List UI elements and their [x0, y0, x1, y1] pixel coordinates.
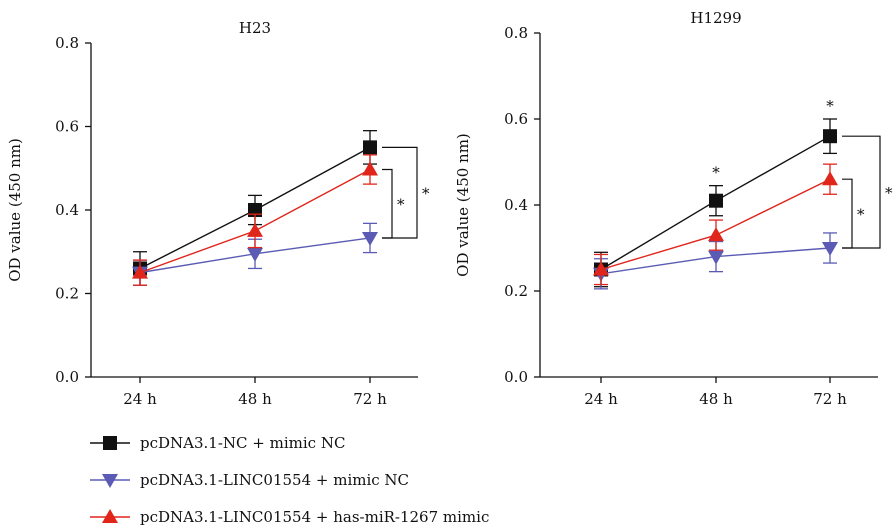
- legend-marker: [103, 436, 117, 450]
- legend: pcDNA3.1-NC + mimic NC pcDNA3.1-LINC01554…: [90, 434, 489, 526]
- x-tick-label: 24 h: [123, 390, 157, 408]
- significance-star: *: [826, 97, 834, 115]
- legend-item: pcDNA3.1-LINC01554 + has-miR-1267 mimic: [90, 508, 489, 526]
- y-tick-label: 0.8: [504, 24, 528, 42]
- data-point: [822, 242, 838, 256]
- legend-label: pcDNA3.1-NC + mimic NC: [140, 434, 345, 452]
- bracket-star: *: [422, 185, 430, 203]
- y-axis-label: OD value (450 nm): [6, 138, 24, 282]
- significance-bracket: [842, 135, 881, 249]
- x-tick-label: 72 h: [353, 390, 387, 408]
- data-point: [823, 129, 837, 144]
- data-point: [247, 222, 263, 237]
- data-point: [362, 161, 378, 176]
- bracket-star: *: [397, 196, 405, 214]
- significance-bracket: [842, 178, 853, 249]
- data-point: [362, 231, 378, 246]
- legend-marker: [102, 509, 118, 523]
- data-point: [822, 171, 838, 186]
- data-point: [132, 264, 148, 279]
- chart-panel-h1299: H1299 OD value (450 nm) 0.0 0.2 0.4 0.6 0.8 24 …: [454, 9, 893, 408]
- legend-label: pcDNA3.1-LINC01554 + has-miR-1267 mimic: [140, 508, 489, 526]
- bracket-star: *: [885, 184, 893, 202]
- y-tick-label: 0.2: [55, 285, 79, 303]
- data-point: [593, 261, 609, 276]
- data-point: [247, 247, 263, 262]
- x-tick-label: 48 h: [699, 390, 733, 408]
- data-point: [708, 227, 724, 242]
- y-tick-label: 0.8: [55, 34, 79, 52]
- y-tick-label: 0.6: [504, 110, 528, 128]
- y-tick-label: 0.0: [55, 368, 79, 386]
- y-tick-label: 0.6: [55, 118, 79, 136]
- legend-item: pcDNA3.1-LINC01554 + mimic NC: [90, 471, 409, 489]
- data-point: [709, 193, 723, 208]
- y-axis-label: OD value (450 nm): [454, 133, 472, 277]
- y-tick-label: 0.4: [504, 196, 528, 214]
- chart-title: H23: [239, 19, 271, 37]
- legend-marker: [102, 474, 118, 488]
- series-2: [132, 154, 378, 286]
- y-tick-label: 0.2: [504, 282, 528, 300]
- x-tick-label: 72 h: [813, 390, 847, 408]
- significance-bracket: [382, 146, 418, 239]
- x-tick-label: 24 h: [584, 390, 618, 408]
- significance-star: *: [712, 164, 720, 182]
- data-point: [363, 140, 377, 155]
- significance-bracket: [382, 168, 393, 239]
- y-tick-label: 0.4: [55, 201, 79, 219]
- bracket-star: *: [857, 206, 865, 224]
- data-point: [708, 250, 724, 265]
- chart-title: H1299: [690, 9, 741, 27]
- y-tick-label: 0.0: [504, 368, 528, 386]
- legend-label: pcDNA3.1-LINC01554 + mimic NC: [140, 471, 409, 489]
- series-1: [132, 222, 378, 286]
- legend-item: pcDNA3.1-NC + mimic NC: [90, 434, 345, 452]
- series-2: [593, 163, 838, 286]
- data-point: [248, 203, 262, 217]
- x-tick-label: 48 h: [238, 390, 272, 408]
- chart-panel-h23: H23 OD value (450 nm) 0.0 0.2 0.4 0.6 0.8 24 h 4…: [6, 19, 430, 408]
